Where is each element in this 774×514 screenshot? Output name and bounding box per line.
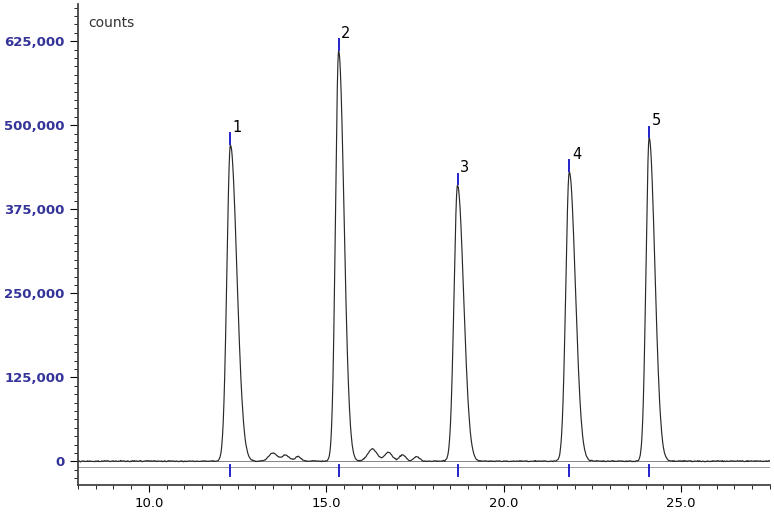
Text: 4: 4 (572, 147, 581, 162)
Text: 5: 5 (652, 113, 661, 128)
Text: 3: 3 (460, 160, 469, 175)
Text: 1: 1 (233, 120, 242, 135)
Text: 2: 2 (341, 26, 351, 41)
Text: counts: counts (88, 16, 135, 30)
